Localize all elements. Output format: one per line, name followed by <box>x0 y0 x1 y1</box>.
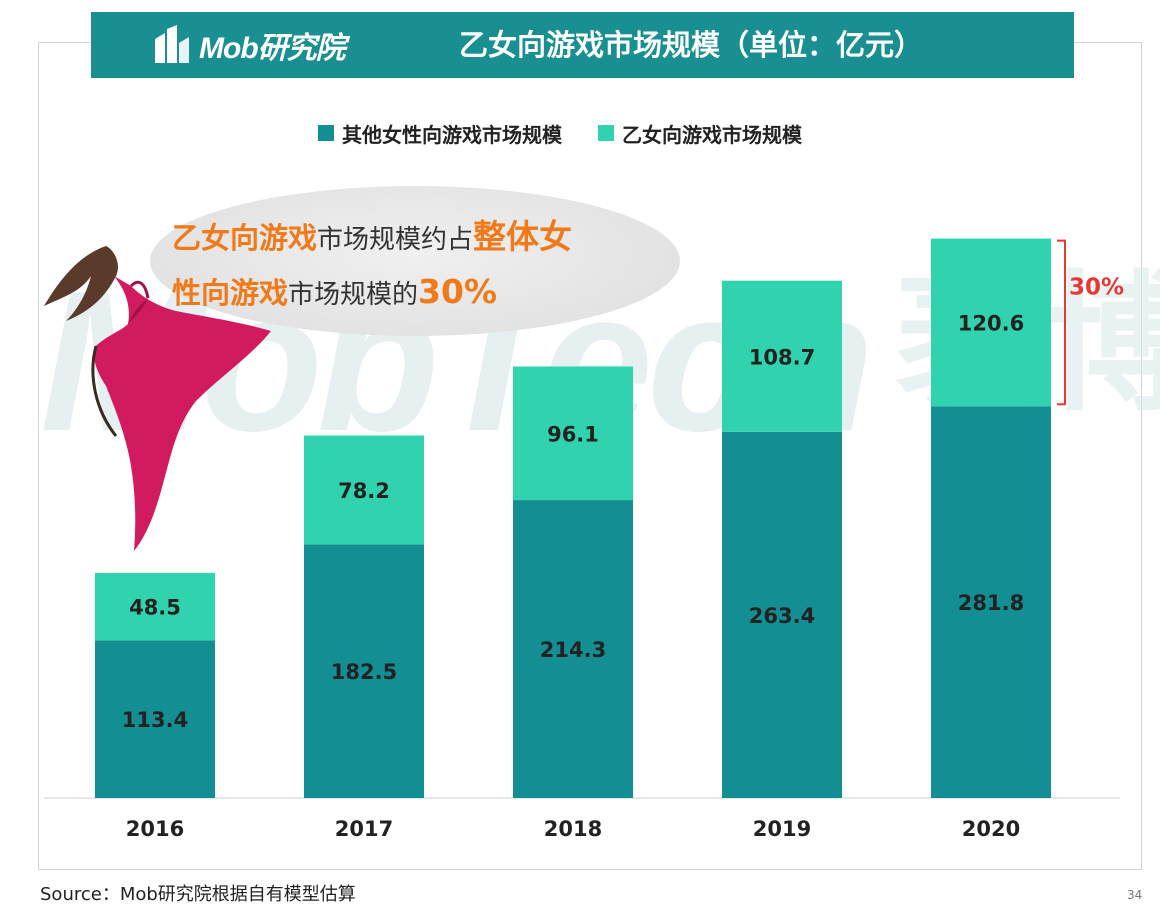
x-tick-label-2020: 2020 <box>962 817 1020 841</box>
woman-silhouette-icon <box>44 246 271 551</box>
callout-line1-orange: 乙女向游戏 <box>172 221 318 255</box>
data-label-otome-2018: 96.1 <box>547 422 599 446</box>
callout-line1-dark: 市场规模约占 <box>317 225 474 255</box>
data-label-other-2020: 281.8 <box>958 591 1024 615</box>
legend-swatch-other <box>318 125 334 141</box>
x-tick-label-2017: 2017 <box>335 817 393 841</box>
callout-bubble <box>150 186 680 336</box>
bar-otome-2020 <box>931 238 1051 407</box>
callout-line2-orange: 性向游戏 <box>172 276 289 310</box>
legend-swatch-otome <box>598 125 614 141</box>
callout-line1-big: 整体女 <box>473 217 573 256</box>
bar-other-2017 <box>304 544 424 798</box>
data-label-otome-2016: 48.5 <box>129 596 181 620</box>
bar-other-2019 <box>722 431 842 798</box>
legend-label-other: 其他女性向游戏市场规模 <box>342 122 562 147</box>
bar-otome-2018 <box>513 366 633 501</box>
bar-other-2016 <box>95 640 215 798</box>
logo: Mob研究院 <box>153 20 346 70</box>
legend-label-otome: 乙女向游戏市场规模 <box>622 122 802 147</box>
data-label-otome-2020: 120.6 <box>958 311 1024 335</box>
legend: 其他女性向游戏市场规模 乙女向游戏市场规模 <box>318 118 838 148</box>
bar-otome-2019 <box>722 280 842 432</box>
legend-item-otome: 乙女向游戏市场规模 <box>598 119 802 148</box>
page-number: 34 <box>1127 888 1143 902</box>
source-note: Source：Mob研究院根据自有模型估算 <box>40 884 356 905</box>
data-label-otome-2017: 78.2 <box>338 479 390 503</box>
data-label-other-2018: 214.3 <box>540 638 606 662</box>
bar-otome-2017 <box>304 435 424 545</box>
bar-otome-2016 <box>95 572 215 641</box>
building-logo-icon <box>155 25 189 63</box>
callout-line2-dark: 市场规模的 <box>288 280 419 310</box>
data-label-other-2016: 113.4 <box>122 708 188 732</box>
logo-text: Mob研究院 <box>199 32 346 65</box>
x-tick-label-2019: 2019 <box>753 817 811 841</box>
bar-other-2018 <box>513 500 633 798</box>
bar-other-2020 <box>931 406 1051 798</box>
x-tick-label-2018: 2018 <box>544 817 602 841</box>
callout-line-1: 乙女向游戏市场规模约占整体女 <box>172 210 572 258</box>
annotation-bracket <box>1057 239 1066 406</box>
data-label-otome-2019: 108.7 <box>749 345 815 369</box>
data-label-other-2019: 263.4 <box>749 604 815 628</box>
annotation-label: 30% <box>1069 274 1124 300</box>
callout-line-2: 性向游戏市场规模的30% <box>172 270 497 312</box>
legend-item-other: 其他女性向游戏市场规模 <box>318 119 562 148</box>
page-title: 乙女向游戏市场规模（单位：亿元） <box>458 28 923 62</box>
callout-line2-big: 30% <box>418 272 498 311</box>
data-label-other-2017: 182.5 <box>331 660 397 684</box>
title-banner: Mob研究院 乙女向游戏市场规模（单位：亿元） <box>91 12 1074 78</box>
x-tick-label-2016: 2016 <box>126 817 184 841</box>
